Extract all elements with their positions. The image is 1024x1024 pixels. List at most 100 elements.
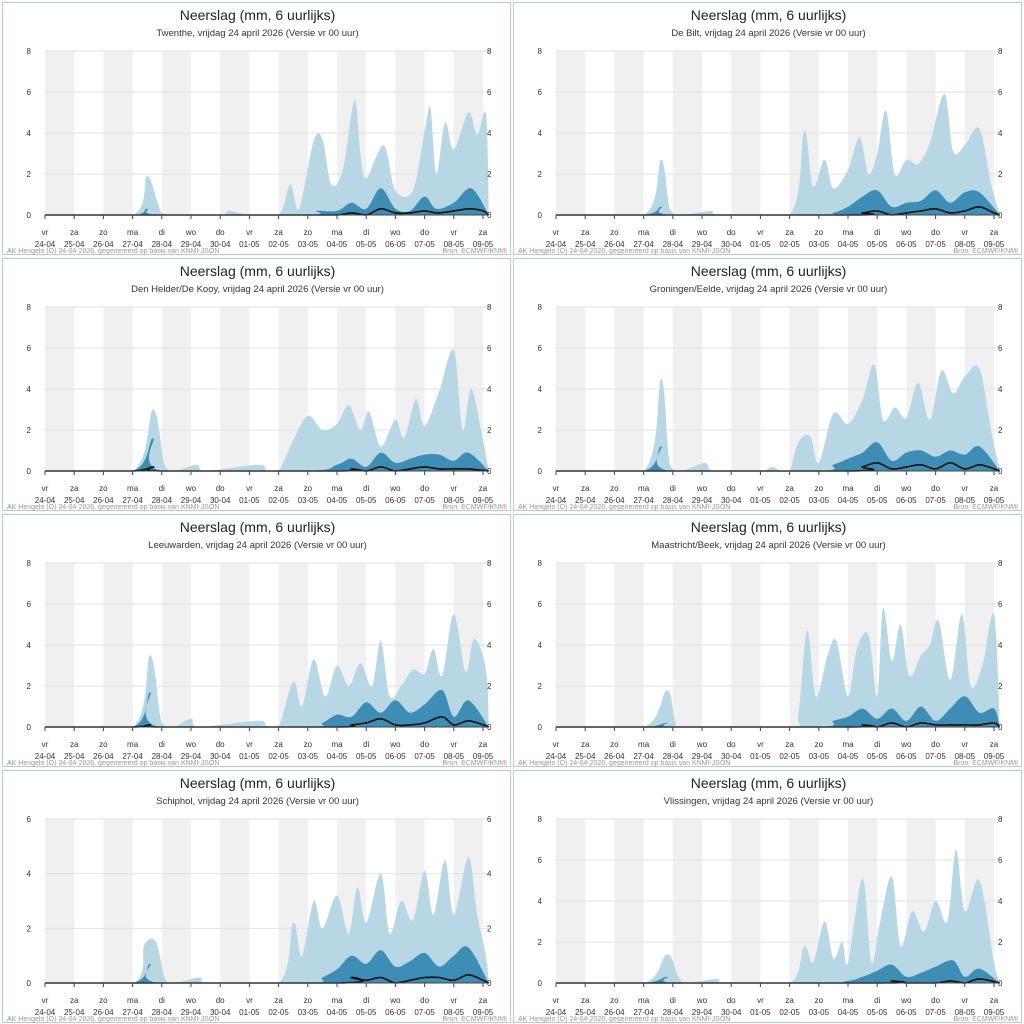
x-date-label: 26-04 — [604, 752, 625, 761]
x-day-label: ma — [842, 996, 854, 1005]
y-tick-label-right: 6 — [487, 344, 492, 353]
chart-title: Neerslag (mm, 6 uurlijks) — [691, 775, 847, 791]
footer-source-text: Bron: ECMWF/KNMI — [953, 504, 1018, 511]
chart-subtitle: Schiphol, vrijdag 24 april 2026 (Versie … — [156, 796, 359, 807]
chart-panel: vr 24-04 za 25-04 zo 26-04 ma 27-04 di 28-04 wo 29-… — [2, 514, 511, 767]
x-day-label: ma — [638, 484, 650, 493]
x-day-label: di — [159, 740, 165, 749]
x-date-label: 28-04 — [663, 240, 684, 249]
y-tick-label-right: 4 — [487, 870, 492, 879]
y-tick-label-left: 0 — [538, 979, 543, 988]
x-date-label: 09-05 — [984, 496, 1005, 505]
x-date-label: 08-05 — [955, 752, 976, 761]
x-date-label: 29-04 — [692, 240, 713, 249]
x-day-label: vr — [246, 996, 253, 1005]
x-day-label: vr — [961, 484, 968, 493]
x-date-label: 27-04 — [633, 1008, 654, 1017]
x-day-label: zo — [610, 740, 619, 749]
outer-band-area — [45, 100, 489, 215]
x-date-label: 06-05 — [385, 1008, 406, 1017]
y-tick-label-left: 4 — [27, 385, 32, 394]
x-date-label: 30-04 — [210, 240, 231, 249]
y-tick-label-right: 4 — [487, 385, 492, 394]
x-date-label: 08-05 — [444, 496, 465, 505]
y-tick-label-right: 6 — [487, 815, 492, 824]
x-date-label: 08-05 — [955, 240, 976, 249]
day-stripe — [45, 819, 75, 983]
x-date-label: 28-04 — [663, 752, 684, 761]
x-date-label: 02-05 — [268, 1008, 289, 1017]
y-tick-label-left: 2 — [27, 682, 32, 691]
x-day-label: wo — [185, 740, 197, 749]
y-tick-label-right: 8 — [487, 47, 492, 56]
chart-panel: vr 24-04 za 25-04 zo 26-04 ma 27-04 di 28-04 wo 29-… — [2, 770, 511, 1023]
x-day-label: zo — [815, 996, 824, 1005]
x-date-label: 25-04 — [64, 1008, 85, 1017]
x-date-label: 01-05 — [750, 496, 771, 505]
outer-band-area — [556, 93, 1000, 215]
x-day-label: za — [274, 484, 283, 493]
x-date-label: 27-04 — [633, 240, 654, 249]
x-date-label: 09-05 — [473, 752, 494, 761]
x-day-label: di — [874, 740, 880, 749]
x-date-label: 09-05 — [473, 1008, 494, 1017]
x-day-label: wo — [900, 996, 912, 1005]
y-tick-label-right: 4 — [998, 641, 1003, 650]
y-tick-label-right: 0 — [998, 979, 1003, 988]
y-tick-label-right: 2 — [487, 682, 492, 691]
x-day-label: vr — [42, 228, 49, 237]
y-tick-label-right: 2 — [487, 426, 492, 435]
y-tick-label-right: 2 — [998, 426, 1003, 435]
x-date-label: 29-04 — [181, 240, 202, 249]
x-date-label: 07-05 — [925, 1008, 946, 1017]
footer-generated-text: AK Hengelo (O) 24-04-2026, gegenereerd o… — [7, 1016, 219, 1023]
x-date-label: 03-05 — [298, 496, 319, 505]
x-day-label: vr — [450, 484, 457, 493]
y-tick-label-left: 8 — [538, 47, 543, 56]
x-date-label: 04-05 — [327, 752, 348, 761]
x-date-label: 28-04 — [152, 496, 173, 505]
y-tick-label-left: 6 — [538, 88, 543, 97]
y-tick-label-left: 6 — [27, 600, 32, 609]
x-day-label: za — [785, 484, 794, 493]
x-day-label: di — [874, 484, 880, 493]
x-day-label: di — [159, 996, 165, 1005]
x-date-label: 26-04 — [93, 240, 114, 249]
x-date-label: 05-05 — [867, 1008, 888, 1017]
chart-title: Neerslag (mm, 6 uurlijks) — [180, 519, 336, 535]
x-day-label: zo — [99, 740, 108, 749]
x-day-label: wo — [696, 484, 708, 493]
x-day-label: zo — [99, 228, 108, 237]
x-day-label: vr — [42, 740, 49, 749]
chart-title: Neerslag (mm, 6 uurlijks) — [180, 7, 336, 23]
x-date-label: 01-05 — [239, 496, 260, 505]
chart-svg: vr 24-04 za 25-04 zo 26-04 ma 27-04 di 28-04 wo 29-… — [518, 7, 1018, 255]
x-day-label: do — [420, 484, 429, 493]
x-day-label: za — [274, 996, 283, 1005]
y-tick-label-right: 8 — [487, 303, 492, 312]
y-tick-label-left: 8 — [27, 47, 32, 56]
y-tick-label-left: 8 — [27, 303, 32, 312]
chart-title: Neerslag (mm, 6 uurlijks) — [180, 263, 336, 279]
x-day-label: ma — [331, 740, 343, 749]
y-tick-label-left: 4 — [27, 870, 32, 879]
x-day-label: vr — [757, 228, 764, 237]
y-tick-label-left: 6 — [538, 344, 543, 353]
chart-subtitle: Den Helder/De Kooy, vrijdag 24 april 202… — [131, 284, 384, 295]
footer-generated-text: AK Hengelo (O) 24-04-2026, gegenereerd o… — [518, 1016, 730, 1023]
x-date-label: 24-04 — [35, 752, 56, 761]
y-tick-label-right: 6 — [998, 600, 1003, 609]
y-tick-label-left: 6 — [538, 600, 543, 609]
x-day-label: zo — [610, 228, 619, 237]
x-date-label: 02-05 — [779, 752, 800, 761]
x-day-label: vr — [961, 996, 968, 1005]
x-date-label: 25-04 — [575, 752, 596, 761]
chart-panel: vr 24-04 za 25-04 zo 26-04 ma 27-04 di 28-04 wo 29-… — [2, 2, 511, 255]
x-date-label: 08-05 — [444, 752, 465, 761]
x-date-label: 28-04 — [152, 1008, 173, 1017]
x-day-label: vr — [246, 740, 253, 749]
y-tick-label-left: 2 — [27, 170, 32, 179]
x-date-label: 03-05 — [809, 240, 830, 249]
x-date-label: 27-04 — [122, 752, 143, 761]
